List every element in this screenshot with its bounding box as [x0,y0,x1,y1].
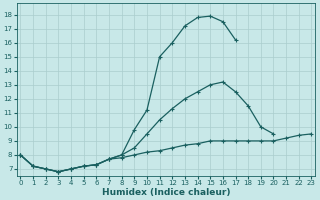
X-axis label: Humidex (Indice chaleur): Humidex (Indice chaleur) [102,188,230,197]
